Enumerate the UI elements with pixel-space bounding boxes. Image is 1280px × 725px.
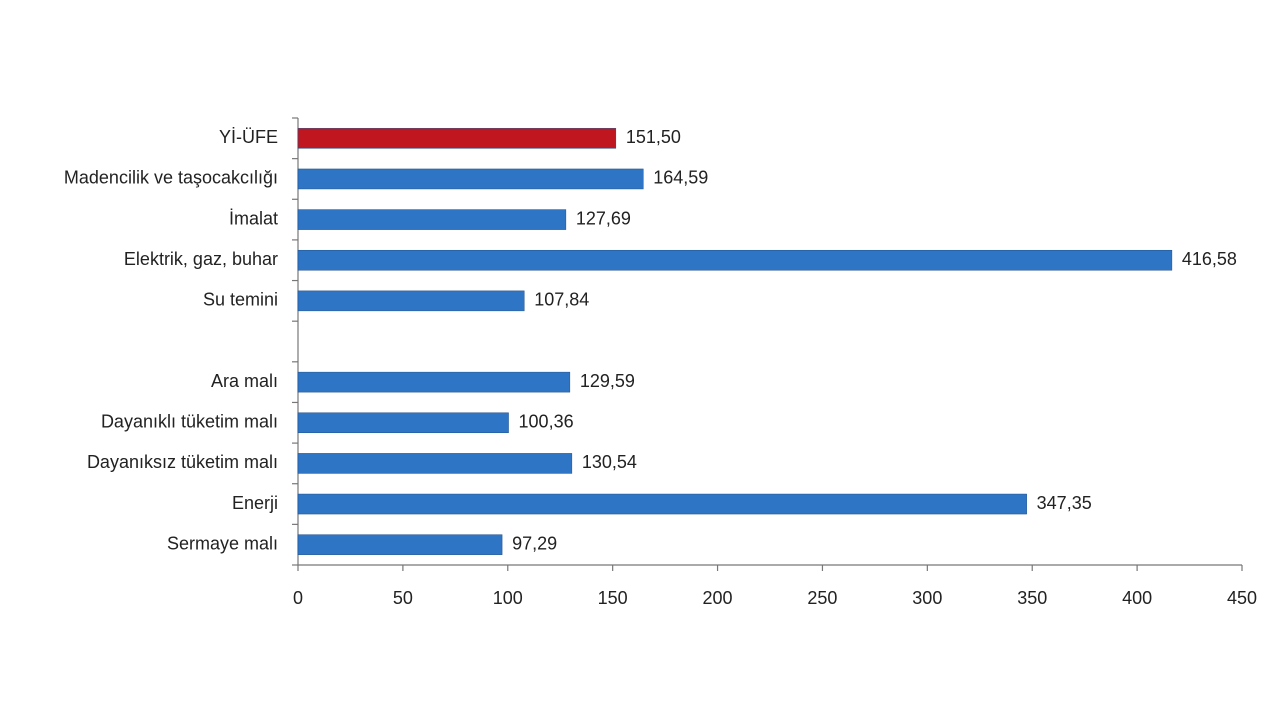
bar (297, 249, 1173, 271)
value-label: 127,69 (576, 208, 631, 228)
bar (297, 453, 573, 474)
value-label: 164,59 (653, 168, 708, 188)
value-label: 107,84 (534, 290, 589, 310)
y-tick-label: Dayanıksız tüketim malı (87, 452, 278, 472)
x-tick-label: 450 (1227, 588, 1257, 608)
y-tick-label: Sermaye malı (167, 533, 278, 553)
value-label: 97,29 (512, 533, 557, 553)
value-label: 100,36 (519, 412, 574, 432)
y-tick-label: Yİ-ÜFE (219, 127, 278, 147)
bar (297, 412, 509, 434)
value-label: 347,35 (1037, 493, 1092, 513)
bar (297, 128, 617, 149)
x-tick-label: 200 (703, 588, 733, 608)
bar (297, 209, 567, 230)
y-tick-label: Madencilik ve taşocakcılığı (64, 168, 278, 188)
bar (297, 290, 525, 312)
bar (297, 371, 571, 393)
y-tick-label: İmalat (229, 208, 278, 228)
y-tick-label: Elektrik, gaz, buhar (124, 249, 278, 269)
x-tick-label: 350 (1017, 588, 1047, 608)
value-label: 151,50 (626, 127, 681, 147)
x-tick-label: 0 (293, 588, 303, 608)
y-tick-label: Enerji (232, 493, 278, 513)
value-label: 416,58 (1182, 249, 1237, 269)
x-tick-label: 250 (807, 588, 837, 608)
x-tick-label: 50 (393, 588, 413, 608)
y-tick-label: Su temini (203, 290, 278, 310)
y-tick-label: Dayanıklı tüketim malı (101, 412, 278, 432)
value-label: 129,59 (580, 371, 635, 391)
value-label: 130,54 (582, 452, 637, 472)
bar (297, 534, 503, 555)
x-tick-label: 300 (912, 588, 942, 608)
y-tick-label: Ara malı (211, 371, 278, 391)
x-tick-label: 400 (1122, 588, 1152, 608)
x-tick-label: 150 (598, 588, 628, 608)
bar (297, 493, 1027, 515)
x-tick-label: 100 (493, 588, 523, 608)
bar (297, 168, 644, 190)
